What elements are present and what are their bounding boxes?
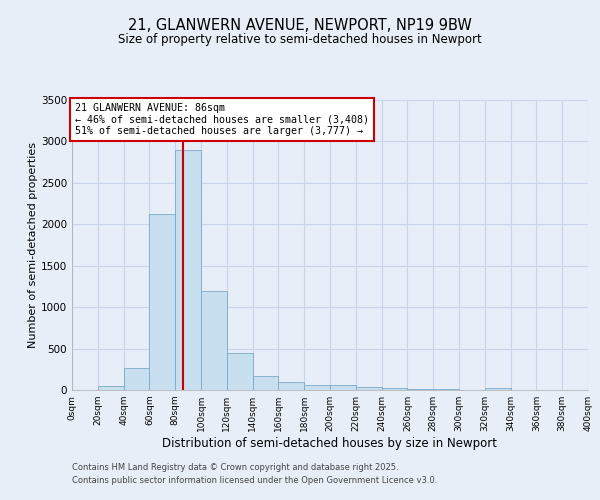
- Bar: [124, 368, 149, 390]
- Bar: [201, 290, 227, 390]
- Y-axis label: Number of semi-detached properties: Number of semi-detached properties: [28, 142, 38, 348]
- Bar: [278, 382, 304, 390]
- Bar: [356, 387, 382, 390]
- Text: Contains public sector information licensed under the Open Government Licence v3: Contains public sector information licen…: [72, 476, 437, 485]
- X-axis label: Distribution of semi-detached houses by size in Newport: Distribution of semi-detached houses by …: [163, 437, 497, 450]
- Text: 21, GLANWERN AVENUE, NEWPORT, NP19 9BW: 21, GLANWERN AVENUE, NEWPORT, NP19 9BW: [128, 18, 472, 32]
- Bar: [433, 389, 459, 390]
- Text: Size of property relative to semi-detached houses in Newport: Size of property relative to semi-detach…: [118, 32, 482, 46]
- Text: Contains HM Land Registry data © Crown copyright and database right 2025.: Contains HM Land Registry data © Crown c…: [72, 464, 398, 472]
- Text: 21 GLANWERN AVENUE: 86sqm
← 46% of semi-detached houses are smaller (3,408)
51% : 21 GLANWERN AVENUE: 86sqm ← 46% of semi-…: [74, 103, 368, 136]
- Bar: [253, 376, 278, 390]
- Bar: [149, 214, 175, 390]
- Bar: [330, 385, 356, 390]
- Bar: [98, 386, 124, 390]
- Bar: [382, 388, 407, 390]
- Bar: [304, 385, 330, 390]
- Bar: [407, 389, 433, 390]
- Bar: [227, 352, 253, 390]
- Bar: [175, 150, 201, 390]
- Bar: [485, 388, 511, 390]
